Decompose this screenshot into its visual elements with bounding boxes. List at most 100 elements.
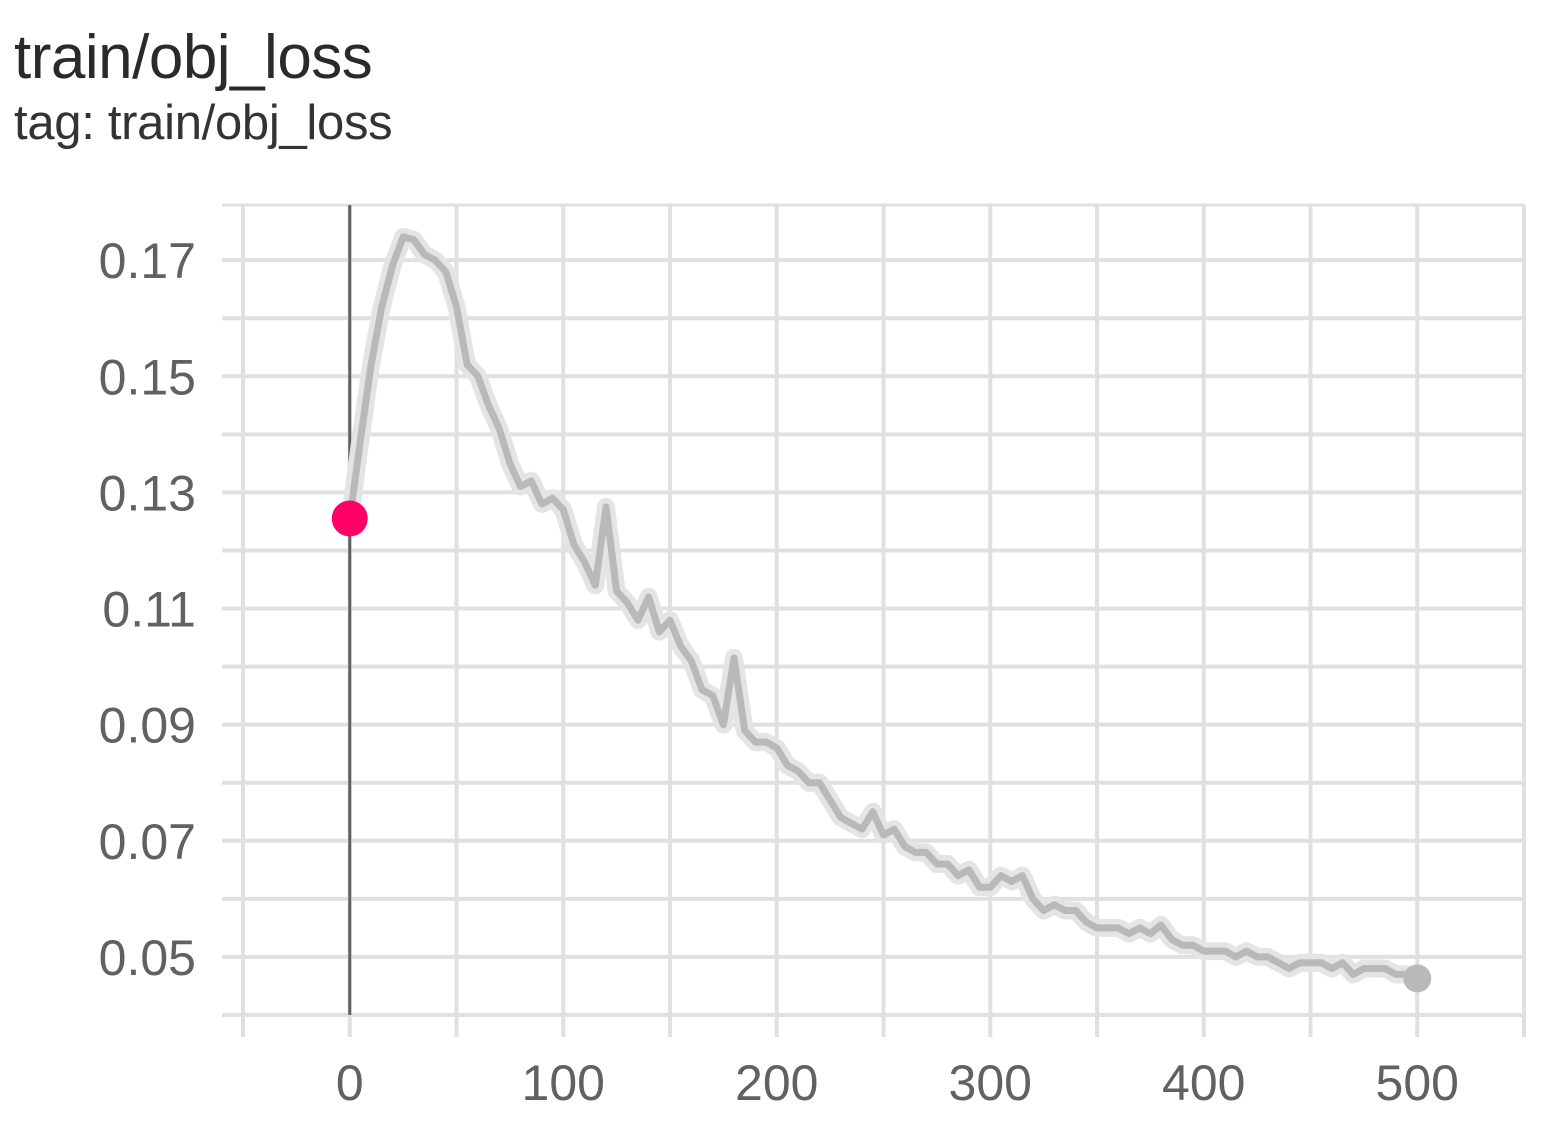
x-tick-label: 300: [949, 1055, 1032, 1111]
data-point: [1127, 932, 1131, 936]
data-point: [1351, 972, 1355, 976]
data-point: [871, 810, 875, 814]
data-point: [401, 235, 405, 239]
series-end-point: [1403, 964, 1432, 993]
data-point: [1234, 955, 1238, 959]
data-point: [433, 258, 437, 262]
data-point: [1020, 874, 1024, 878]
data-point: [1138, 926, 1142, 930]
data-point: [561, 508, 565, 512]
data-point: [1341, 961, 1345, 965]
data-point: [849, 821, 853, 825]
data-point: [817, 781, 821, 785]
data-point: [721, 723, 725, 727]
data-point: [1202, 949, 1206, 953]
data-point: [583, 560, 587, 564]
data-point: [1287, 967, 1291, 971]
data-point: [1159, 923, 1163, 927]
data-point: [1063, 908, 1067, 912]
data-point: [956, 874, 960, 878]
data-point: [839, 816, 843, 820]
data-point: [1010, 879, 1014, 883]
data-point: [1319, 961, 1323, 965]
data-point: [1148, 932, 1152, 936]
data-point: [497, 427, 501, 431]
data-point: [711, 694, 715, 698]
data-point: [1084, 920, 1088, 924]
data-point: [369, 363, 373, 367]
hover-point-marker[interactable]: [331, 500, 368, 537]
marker-layer[interactable]: [331, 500, 1432, 993]
data-point: [860, 827, 864, 831]
data-point: [668, 618, 672, 622]
card-header: train/obj_loss tag: train/obj_loss: [14, 22, 393, 152]
data-point: [444, 270, 448, 274]
data-point: [882, 833, 886, 837]
data-point: [967, 868, 971, 872]
data-point: [1276, 961, 1280, 965]
grid-layer: [222, 203, 1526, 1037]
data-point: [689, 659, 693, 663]
data-point: [657, 630, 661, 634]
data-point: [422, 252, 426, 256]
data-point: [732, 656, 736, 660]
x-tick-label: 200: [735, 1055, 818, 1111]
data-point: [828, 798, 832, 802]
data-point: [1074, 908, 1078, 912]
chart-tag: tag: train/obj_loss: [14, 96, 393, 150]
data-point: [540, 502, 544, 506]
y-tick-label: 0.15: [99, 349, 196, 405]
data-point: [487, 403, 491, 407]
data-point: [455, 305, 459, 309]
data-point: [615, 589, 619, 593]
data-point: [785, 763, 789, 767]
data-point: [625, 601, 629, 605]
data-point: [647, 595, 651, 599]
data-point: [1362, 967, 1366, 971]
y-tick-label: 0.17: [99, 233, 196, 289]
data-point: [380, 305, 384, 309]
data-point: [914, 850, 918, 854]
data-point: [390, 264, 394, 268]
data-point: [978, 885, 982, 889]
data-point: [1031, 897, 1035, 901]
data-point: [604, 505, 608, 509]
data-point: [999, 874, 1003, 878]
data-point: [1298, 961, 1302, 965]
x-tick-label: 400: [1162, 1055, 1245, 1111]
tick-label-layer: 0.05 0.07 0.09 0.11 0.13 0.15 0.17 0 100 200 300 40…: [99, 233, 1459, 1111]
data-point: [1266, 955, 1270, 959]
x-tick-label: 0: [336, 1055, 364, 1111]
data-point: [572, 543, 576, 547]
data-point: [1180, 943, 1184, 947]
data-point: [476, 374, 480, 378]
x-tick-label: 100: [522, 1055, 605, 1111]
data-point: [775, 746, 779, 750]
data-point: [903, 845, 907, 849]
y-tick-label: 0.09: [99, 698, 196, 754]
data-point: [1373, 967, 1377, 971]
data-point: [1309, 961, 1313, 965]
data-point: [1244, 949, 1248, 953]
data-point: [1106, 926, 1110, 930]
y-tick-label: 0.07: [99, 814, 196, 870]
data-point: [796, 769, 800, 773]
data-point: [1116, 926, 1120, 930]
data-point: [988, 885, 992, 889]
data-point: [743, 728, 747, 732]
data-point: [1394, 972, 1398, 976]
data-point: [679, 644, 683, 648]
data-point: [764, 740, 768, 744]
data-point: [892, 827, 896, 831]
data-point: [1223, 949, 1227, 953]
data-point: [1212, 949, 1216, 953]
data-point: [700, 688, 704, 692]
data-point: [1330, 967, 1334, 971]
data-point: [1191, 943, 1195, 947]
x-tick-label: 500: [1376, 1055, 1459, 1111]
y-tick-label: 0.05: [99, 930, 196, 986]
data-point: [529, 479, 533, 483]
data-point: [551, 496, 555, 500]
data-point: [946, 862, 950, 866]
